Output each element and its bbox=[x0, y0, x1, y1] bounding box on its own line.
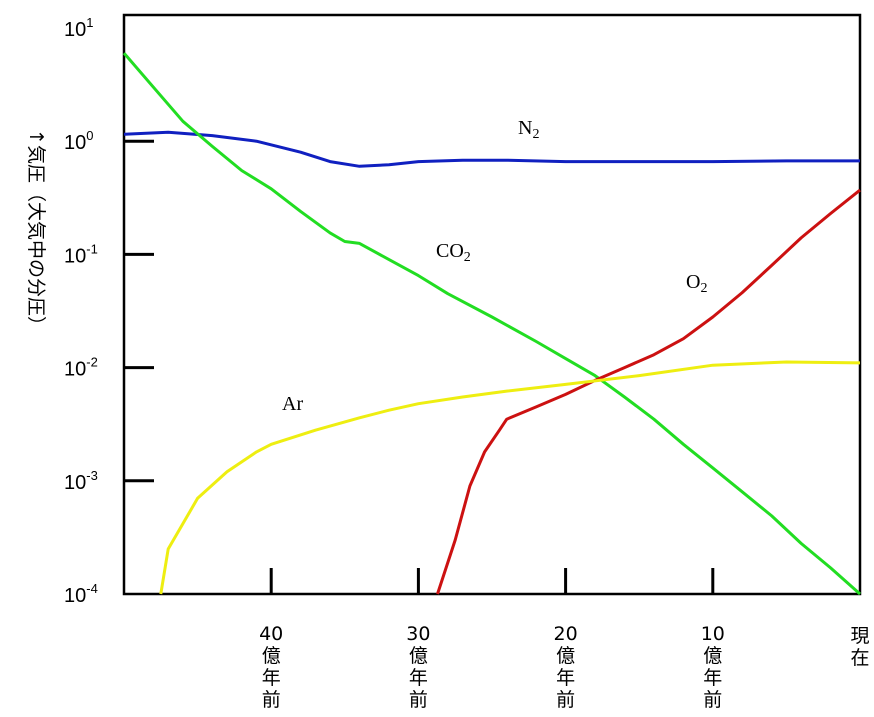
y-tick-label: 10-1 bbox=[64, 241, 98, 267]
x-axis-ticks: 40 億年前 30 億年前 20 億年前 10 億年前 現在 bbox=[259, 568, 870, 711]
y-tick-label: 101 bbox=[64, 15, 93, 41]
series-label-co2: CO2 bbox=[436, 240, 471, 265]
series-labels: N2 CO2 O2 Ar bbox=[282, 117, 707, 415]
y-tick-label: 10-2 bbox=[64, 355, 98, 381]
y-tick-label: 10-3 bbox=[64, 468, 98, 494]
series-label-n2: N2 bbox=[518, 117, 539, 142]
series-label-ar: Ar bbox=[282, 393, 303, 415]
x-tick-label: 20 億年前 bbox=[554, 623, 578, 711]
series-lines bbox=[122, 52, 861, 596]
series-label-o2: O2 bbox=[686, 271, 707, 296]
x-tick-label: 40 億年前 bbox=[259, 623, 283, 711]
y-axis-ticks: 101 100 10-1 10-2 10-3 10-4 bbox=[64, 15, 154, 607]
y-tick-label: 100 bbox=[64, 128, 93, 154]
series-line-n2 bbox=[123, 130, 860, 168]
x-tick-label: 30 億年前 bbox=[406, 623, 430, 711]
series-line-o2 bbox=[436, 188, 861, 595]
plot-frame bbox=[122, 13, 862, 596]
y-tick-label: 10-4 bbox=[64, 581, 98, 607]
series-line-co2 bbox=[122, 52, 861, 596]
y-axis-label: ↑気圧（大気中の分圧） bbox=[25, 129, 47, 335]
series-line-ar bbox=[159, 360, 861, 595]
x-tick-label: 10 億年前 bbox=[701, 623, 725, 711]
x-tick-label: 現在 bbox=[850, 625, 869, 669]
